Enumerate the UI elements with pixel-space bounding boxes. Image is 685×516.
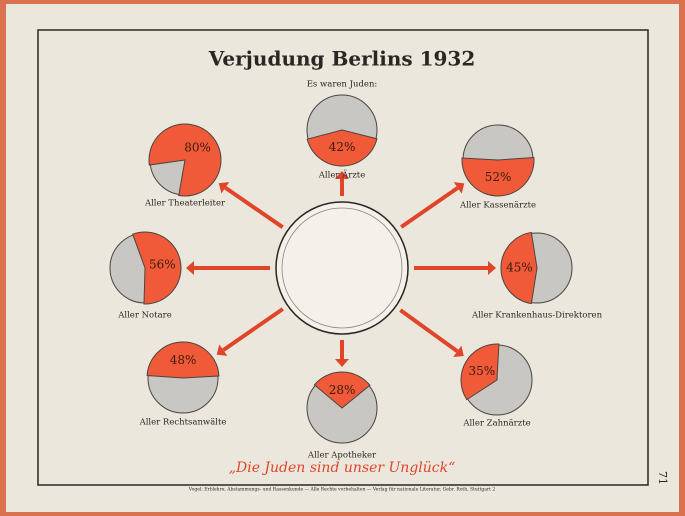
pie-label: Aller Kassenärzte (459, 201, 536, 211)
pie-label: Aller Notare (117, 311, 172, 321)
arrow-head (488, 261, 496, 275)
arrow-head (335, 359, 349, 367)
value-label: 35% (469, 364, 496, 378)
value-label: 45% (506, 261, 533, 275)
subtitle: Es waren Juden: (307, 80, 378, 90)
value-label: 42% (329, 140, 356, 154)
center-medallion (275, 201, 409, 335)
arrow-shaft (400, 186, 459, 229)
arrow-shaft (222, 307, 284, 352)
pie-slice (461, 156, 535, 197)
pie-label: Aller Rechtsanwälte (139, 418, 227, 428)
arrow-head (216, 344, 228, 356)
footer: Vogel: Erblehre, Abstammungs- und Rassen… (188, 487, 496, 493)
arrow-head (335, 171, 349, 179)
arrow-head (453, 345, 464, 357)
arrow-head (453, 182, 465, 194)
title: Verjudung Berlins 1932 (208, 47, 476, 71)
pie-label: Aller Krankenhaus-Direktoren (471, 311, 603, 321)
arrow-head (186, 261, 194, 275)
value-label: 56% (149, 258, 176, 272)
pie-slice (132, 231, 182, 305)
pie-label: Aller Apotheker (307, 451, 377, 461)
value-label: 52% (485, 170, 512, 184)
center-ring (281, 207, 403, 329)
pie-slice (460, 343, 500, 401)
value-label: 80% (184, 140, 211, 154)
pie-slice (313, 371, 371, 409)
pie-label: Aller Theaterleiter (144, 199, 226, 209)
arrow-shaft (399, 308, 459, 353)
pie-slice (306, 129, 378, 167)
arrow-head (218, 182, 230, 194)
pie-slice (146, 341, 220, 379)
frame (37, 29, 649, 486)
pie-label: Aller Ärzte (318, 169, 366, 181)
page-number: 71 (656, 471, 669, 485)
slogan: „Die Juden sind unser Unglück“ (229, 460, 456, 476)
value-label: 48% (170, 353, 197, 367)
pie-label: Aller Zahnärzte (462, 419, 530, 429)
arrow-shaft (224, 186, 284, 229)
pie-slice (148, 123, 222, 197)
pie-slice (500, 231, 538, 305)
value-label: 28% (329, 383, 356, 397)
